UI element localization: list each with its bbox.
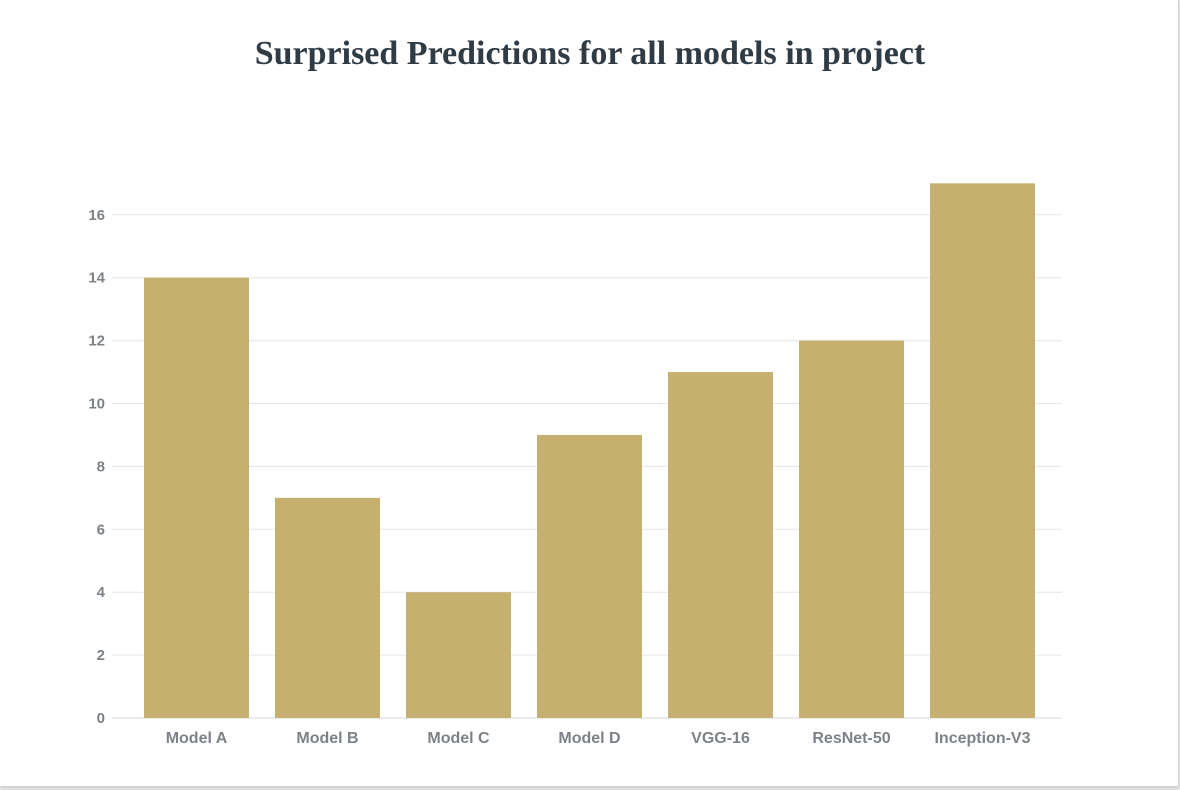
x-tick-label: Model A: [166, 730, 228, 747]
y-tick-label: 0: [97, 710, 105, 727]
bars: [144, 183, 1035, 719]
y-tick-label: 10: [88, 396, 105, 413]
bar[interactable]: [668, 372, 773, 718]
y-tick-label: 8: [97, 458, 105, 475]
y-tick-label: 4: [97, 584, 106, 601]
x-tick-label: Model B: [296, 730, 358, 747]
y-axis-ticks: 0 2 4 6 8 10 12 14 16: [88, 207, 105, 727]
bar[interactable]: [144, 277, 249, 718]
x-axis-labels: Model A Model B Model C Model D VGG-16 ResNet…: [166, 730, 1031, 747]
chart-title: Surprised Predictions for all models in …: [254, 35, 926, 72]
bar[interactable]: [275, 497, 380, 718]
bar[interactable]: [406, 592, 511, 718]
x-tick-label: Model D: [558, 730, 620, 747]
x-tick-label: ResNet-50: [812, 730, 890, 747]
x-tick-label: VGG-16: [691, 730, 750, 747]
y-tick-label: 2: [97, 647, 105, 664]
x-tick-label: Inception-V3: [934, 730, 1030, 747]
bar[interactable]: [930, 183, 1035, 719]
y-tick-label: 6: [97, 521, 105, 538]
bar[interactable]: [537, 434, 642, 718]
bar[interactable]: [799, 340, 904, 718]
y-tick-label: 14: [88, 270, 105, 287]
x-tick-label: Model C: [427, 730, 490, 747]
y-tick-label: 16: [88, 207, 105, 224]
y-tick-label: 12: [88, 333, 105, 350]
